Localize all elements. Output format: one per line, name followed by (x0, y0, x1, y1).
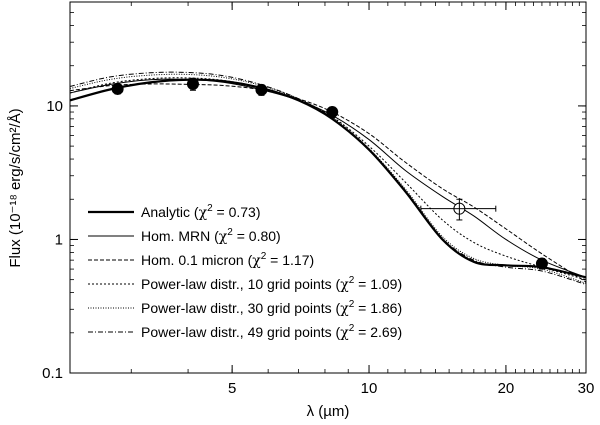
x-axis: 5 10 20 30 (130, 2, 595, 397)
x-axis-label: λ (µm) (307, 403, 350, 420)
data-point-3 (255, 83, 268, 96)
legend-label-5: Power-law distr., 30 grid points (χ2 = 1… (141, 299, 402, 317)
legend-label-6: Power-law distr., 49 grid points (χ2 = 2… (141, 323, 402, 341)
data-point-2 (186, 77, 199, 90)
legend-label-3: Hom. 0.1 micron (χ2 = 1.17) (141, 251, 314, 269)
x-tick-label: 30 (578, 380, 595, 397)
legend-label-2: Hom. MRN (χ2 = 0.80) (141, 227, 281, 245)
observed-data-points (111, 77, 548, 270)
series-line-4 (70, 77, 586, 281)
x-tick-label: 10 (361, 380, 378, 397)
series-line-6 (70, 71, 586, 285)
y-tick-label: 1 (55, 231, 63, 248)
x-tick-label: 20 (498, 380, 515, 397)
y-tick-label: 0.1 (42, 365, 63, 382)
data-point-1 (111, 82, 124, 95)
x-tick-label: 5 (228, 380, 236, 397)
plot-area (69, 1, 587, 374)
y-axis-label: Flux (10⁻¹⁸ erg/s/cm²/Å) (7, 108, 24, 267)
data-point-6 (535, 257, 548, 270)
y-axis: 0.1 1 10 (42, 1, 586, 382)
legend-label-1: Analytic (χ2 = 0.73) (141, 203, 261, 221)
legend-label-4: Power-law distr., 10 grid points (χ2 = 1… (141, 275, 402, 293)
legend: Analytic (χ2 = 0.73) Hom. MRN (χ2 = 0.80)… (88, 203, 402, 341)
series-line-5 (70, 73, 586, 284)
series-line-1 (70, 78, 586, 279)
y-tick-label: 10 (46, 98, 63, 115)
data-point-4 (326, 106, 339, 119)
